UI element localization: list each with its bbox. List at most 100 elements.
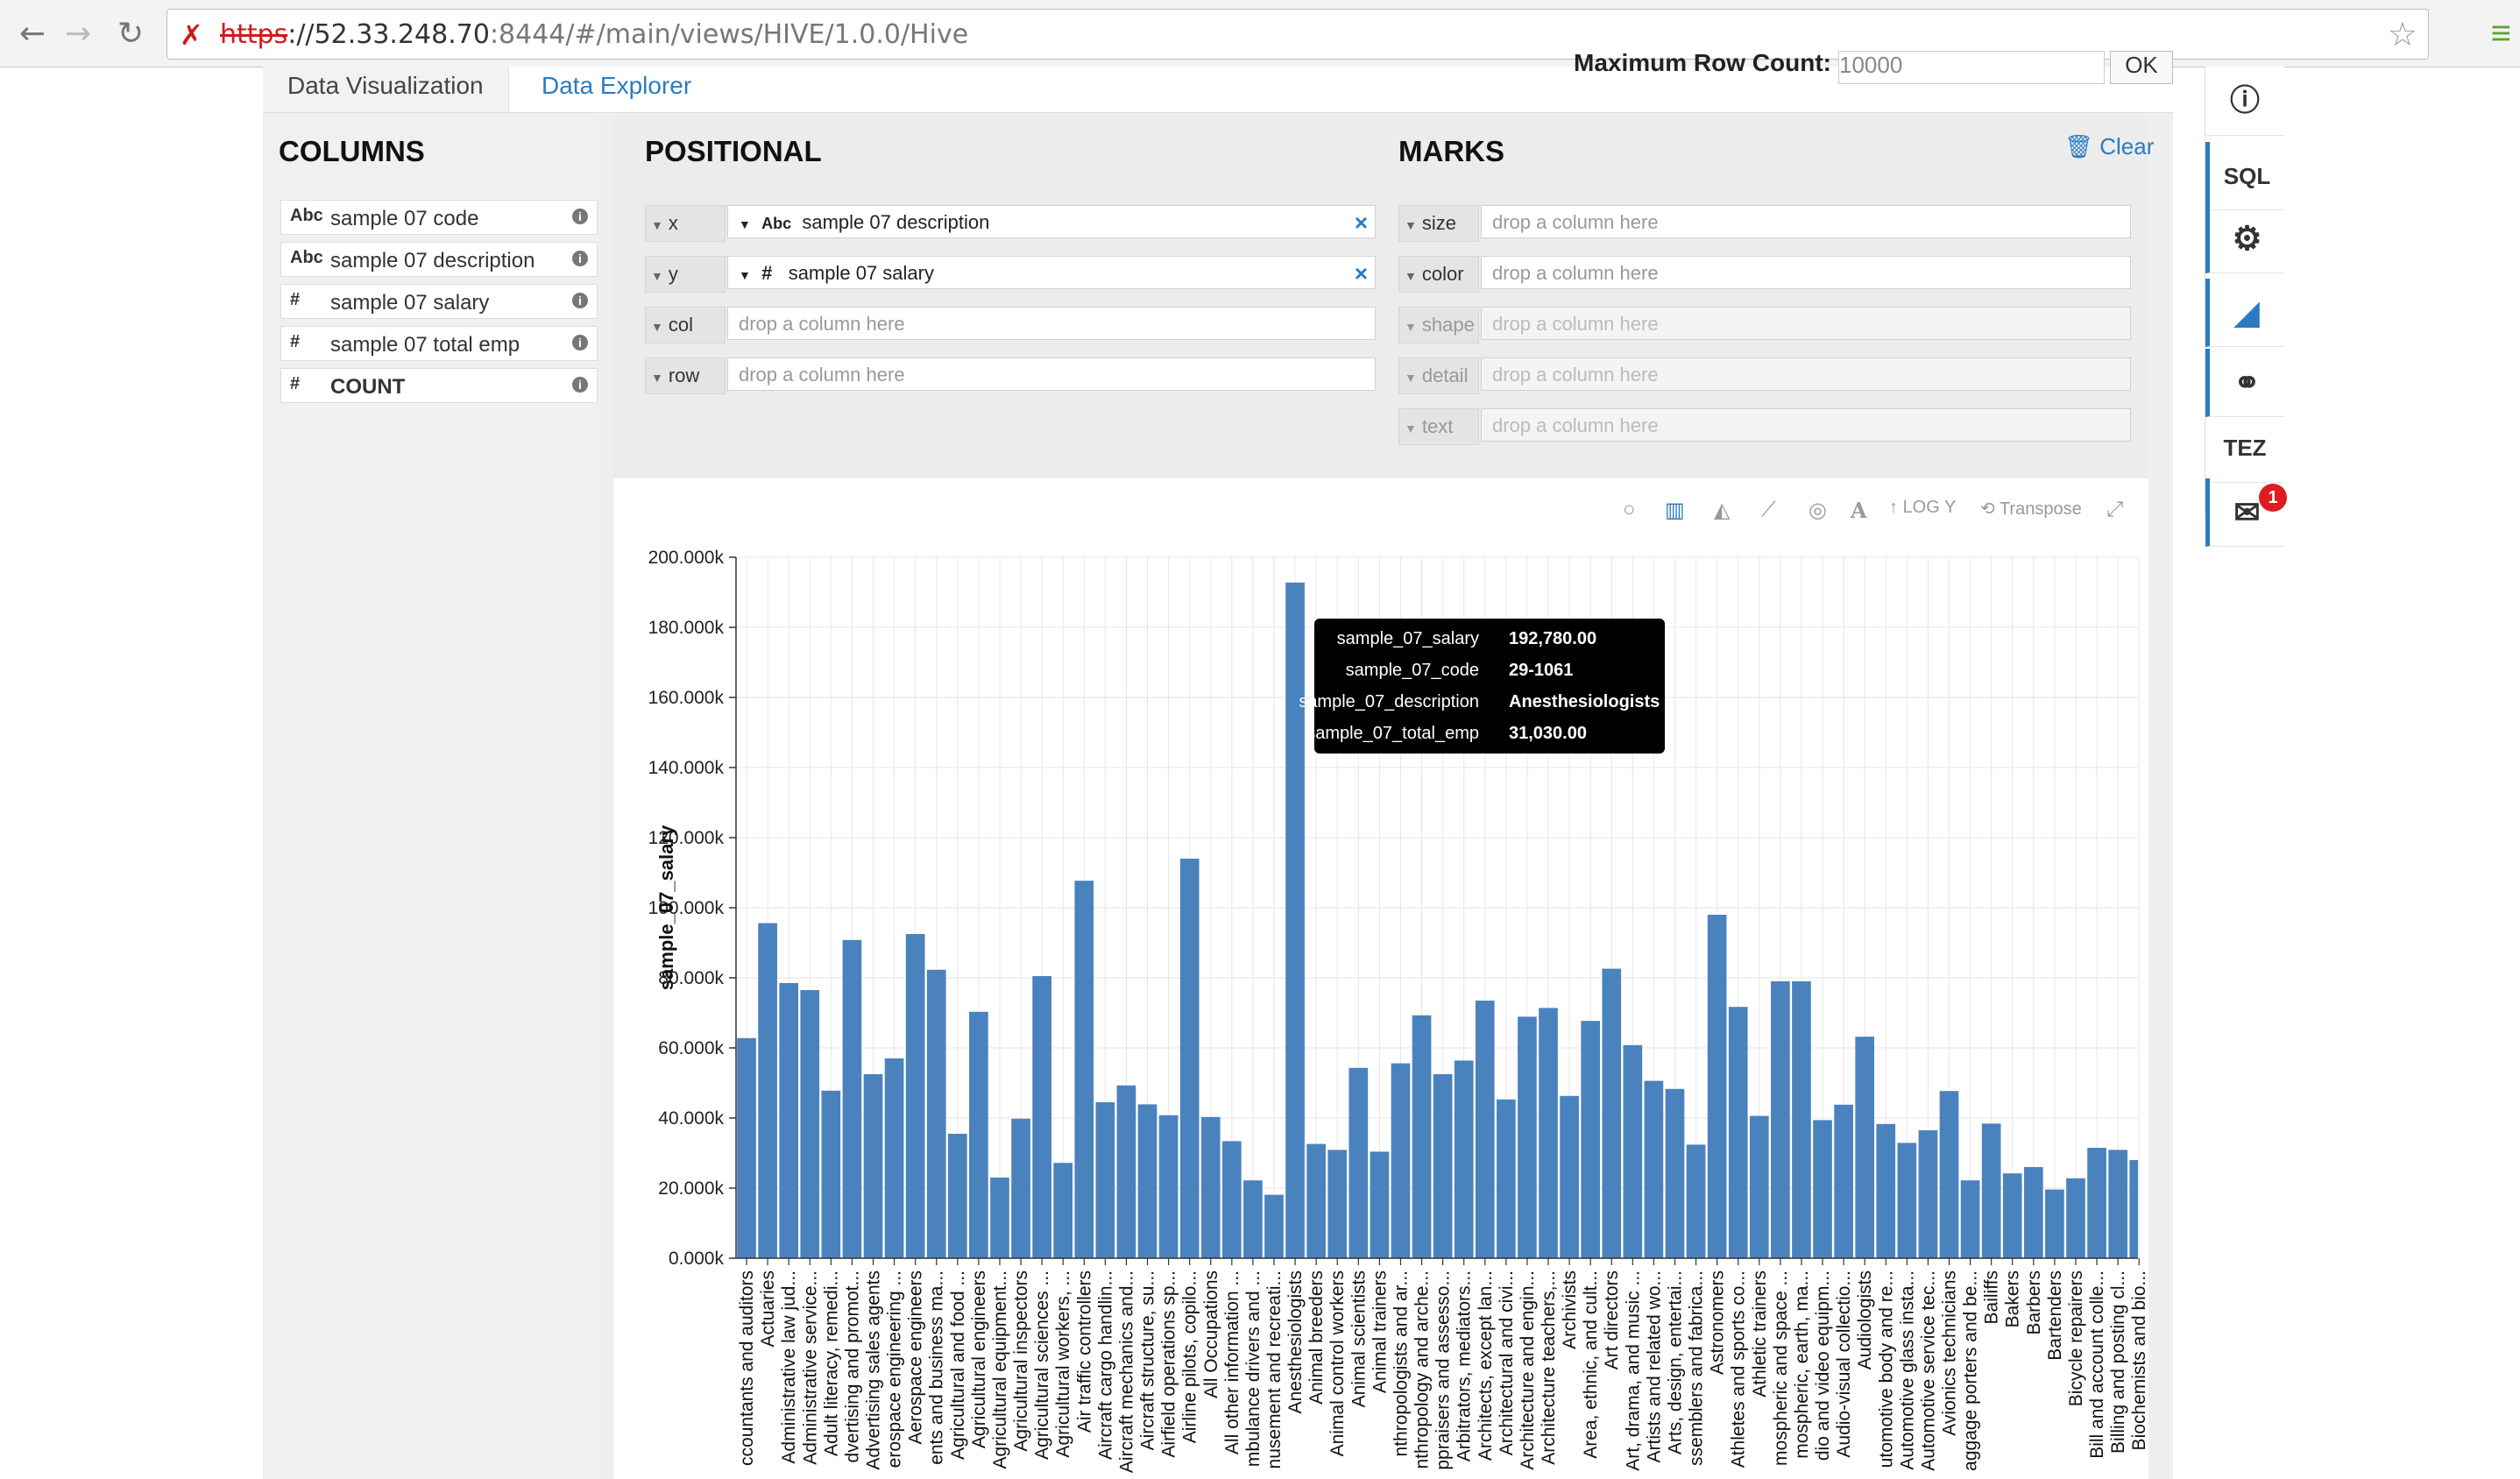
row-drop-zone[interactable]: drop a column here	[727, 357, 1376, 391]
x-tick-label: dvertising and promot...	[842, 1270, 862, 1462]
column-item[interactable]: # sample 07 salary i	[280, 284, 598, 319]
circle-mark-icon[interactable]: ◎	[1809, 499, 1827, 522]
bar-mark-icon[interactable]: ▥	[1665, 499, 1685, 522]
bar	[779, 983, 799, 1258]
x-tick-label: Bakers	[2003, 1270, 2023, 1327]
transpose-label: Transpose	[1999, 499, 2082, 519]
shelf-text[interactable]: ▼ text drop a column here	[1398, 408, 2134, 445]
x-tick-label: mbulance drivers and ...	[1243, 1270, 1264, 1467]
x-tick-label: Air traffic controllers	[1074, 1270, 1094, 1433]
shelf-y[interactable]: ▼ y ▼ # sample 07 salary ×	[645, 256, 1376, 293]
bar	[1707, 915, 1727, 1258]
expand-icon[interactable]: ⤢	[2106, 498, 2124, 521]
x-tick-label: Area, ethnic, and cult...	[1581, 1270, 1601, 1459]
info-icon[interactable]: i	[572, 377, 588, 393]
bookmark-star-icon[interactable]: ☆	[2387, 17, 2417, 53]
x-tick-label: Adult literacy, remedi...	[821, 1270, 841, 1456]
tooltip-key: sample_07_code	[1345, 661, 1479, 680]
x-tick-label: Barbers	[2024, 1270, 2044, 1335]
bar	[1518, 1016, 1537, 1258]
x-tick-label: Agricultural and food ...	[948, 1270, 968, 1460]
bar	[1728, 1007, 1748, 1258]
y-tick-label: 180.000k	[648, 618, 725, 638]
point-mark-icon[interactable]: ○	[1623, 498, 1636, 521]
shelf-shape[interactable]: ▼ shape drop a column here	[1398, 307, 2134, 343]
tooltip-value: 29-1061	[1509, 661, 1574, 680]
shelf-color[interactable]: ▼ color drop a column here	[1398, 256, 2134, 293]
shape-drop-zone[interactable]: drop a column here	[1481, 307, 2131, 340]
y-field-pill[interactable]: ▼ # sample 07 salary ×	[727, 256, 1376, 289]
detail-drop-zone[interactable]: drop a column here	[1481, 357, 2131, 391]
shelf-row[interactable]: ▼ row drop a column here	[645, 357, 1376, 394]
x-tick-label: aggage porters and be...	[1961, 1270, 1981, 1471]
x-tick-label: Archivists	[1560, 1270, 1580, 1349]
forward-icon[interactable]: →	[65, 16, 92, 52]
messages-envelope-icon[interactable]: ✉ 1	[2205, 478, 2287, 547]
settings-gear-icon[interactable]: ⚙	[2205, 205, 2284, 273]
bar	[1074, 881, 1094, 1258]
tooltip-row: sample_07_description Anesthesiologists	[1299, 689, 1665, 720]
tab-data-explorer[interactable]: Data Explorer	[542, 72, 692, 99]
bar	[1285, 582, 1305, 1258]
x-tick-label: Art directors	[1602, 1270, 1622, 1369]
reload-icon[interactable]: ↻	[117, 16, 145, 52]
column-item[interactable]: Abc sample 07 description i	[280, 242, 598, 277]
x-field-pill[interactable]: ▼ Abc sample 07 description ×	[727, 205, 1376, 238]
tooltip-key: sample_07_total_emp	[1306, 724, 1479, 743]
shelf-label: ▼ detail	[1398, 357, 1479, 394]
shelf-col[interactable]: ▼ col drop a column here	[645, 307, 1376, 343]
tab-data-visualization[interactable]: Data Visualization	[263, 67, 509, 112]
tooltip-key: sample_07_salary	[1336, 629, 1479, 648]
size-drop-zone[interactable]: drop a column here	[1481, 205, 2131, 238]
bar	[1327, 1150, 1348, 1258]
info-icon[interactable]: i	[572, 251, 588, 266]
x-tick-label: dio and video equipm...	[1813, 1270, 1833, 1461]
transpose-toggle[interactable]: ⟲ Transpose	[1980, 499, 2082, 519]
x-tick-label: Animal scientists	[1348, 1270, 1369, 1407]
shelf-label: ▼ color	[1398, 256, 1479, 293]
x-tick-label: Agricultural engineers	[969, 1270, 989, 1448]
col-drop-zone[interactable]: drop a column here	[727, 307, 1376, 340]
max-row-label: Maximum Row Count:	[1574, 49, 1831, 76]
x-tick-label: Bill and account colle...	[2087, 1270, 2107, 1459]
bar	[1897, 1143, 1917, 1258]
info-icon[interactable]: i	[572, 209, 588, 224]
log-y-toggle[interactable]: ↑ LOG Y	[1889, 498, 1957, 517]
y-tick-label: 140.000k	[648, 758, 725, 778]
remove-icon[interactable]: ×	[1354, 260, 1368, 287]
column-item[interactable]: Abc sample 07 code i	[280, 200, 598, 235]
shelf-size[interactable]: ▼ size drop a column here	[1398, 205, 2134, 242]
text-mark-icon[interactable]: A	[1851, 498, 1867, 523]
info-icon[interactable]: i	[572, 335, 588, 350]
info-icon[interactable]: i	[572, 293, 588, 308]
tez-button[interactable]: TEZ	[2205, 414, 2284, 483]
visualization-chart-icon[interactable]: ◢	[2205, 279, 2284, 347]
text-drop-zone[interactable]: drop a column here	[1481, 408, 2131, 442]
color-drop-zone[interactable]: drop a column here	[1481, 256, 2131, 289]
x-tick-label: utomotive body and re...	[1876, 1270, 1896, 1468]
bar	[2087, 1148, 2106, 1258]
clear-button[interactable]: 🗑 Clear	[2064, 133, 2154, 160]
shelf-x[interactable]: ▼ x ▼ Abc sample 07 description ×	[645, 205, 1376, 242]
back-icon[interactable]: ←	[19, 16, 46, 52]
ok-button[interactable]: OK	[2110, 51, 2173, 84]
remove-icon[interactable]: ×	[1354, 209, 1368, 236]
max-row-input[interactable]: 10000	[1838, 51, 2105, 84]
area-mark-icon[interactable]: ◭	[1714, 499, 1731, 522]
menu-icon[interactable]: ≡	[2490, 14, 2511, 53]
column-item[interactable]: # COUNT i	[280, 368, 598, 403]
sql-button[interactable]: SQL	[2205, 142, 2284, 210]
info-circle-icon[interactable]: ⓘ	[2205, 67, 2284, 136]
column-item[interactable]: # sample 07 total emp i	[280, 326, 598, 361]
line-mark-icon[interactable]: ⟋	[1761, 498, 1776, 521]
bar	[969, 1011, 988, 1258]
address-bar[interactable]: ✗ https://52.33.248.70:8444/#/main/views…	[166, 9, 2429, 60]
shelf-detail[interactable]: ▼ detail drop a column here	[1398, 357, 2134, 394]
y-tick-label: 120.000k	[648, 828, 725, 848]
bar	[2002, 1173, 2022, 1258]
column-label: sample 07 code	[330, 207, 479, 230]
encoding-shelves: POSITIONAL MARKS ▼ x ▼ Abc sample 07 desc…	[613, 116, 2148, 478]
tooltip-key: sample_07_description	[1299, 692, 1479, 711]
trash-icon: 🗑	[2064, 133, 2094, 159]
link-icon[interactable]: ⚭	[2205, 349, 2284, 417]
